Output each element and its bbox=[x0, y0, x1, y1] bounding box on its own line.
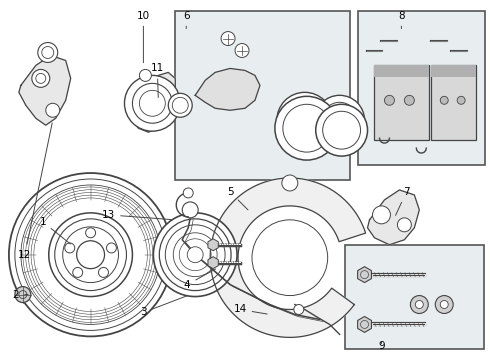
Circle shape bbox=[287, 102, 323, 138]
Polygon shape bbox=[208, 239, 219, 251]
Circle shape bbox=[46, 103, 60, 117]
Circle shape bbox=[98, 267, 108, 278]
Circle shape bbox=[73, 267, 83, 278]
Bar bbox=[358, 11, 485, 165]
Circle shape bbox=[173, 233, 217, 276]
Circle shape bbox=[38, 42, 58, 62]
Polygon shape bbox=[208, 257, 219, 269]
Circle shape bbox=[124, 75, 180, 131]
Text: 13: 13 bbox=[102, 210, 172, 220]
Circle shape bbox=[404, 95, 415, 105]
Polygon shape bbox=[19, 55, 71, 125]
Circle shape bbox=[63, 227, 119, 283]
Text: 3: 3 bbox=[140, 296, 188, 318]
Polygon shape bbox=[128, 72, 175, 132]
Circle shape bbox=[277, 92, 333, 148]
Circle shape bbox=[416, 301, 423, 309]
Circle shape bbox=[65, 243, 75, 253]
Text: 1: 1 bbox=[40, 217, 71, 244]
Text: 10: 10 bbox=[137, 11, 150, 63]
Polygon shape bbox=[358, 316, 371, 332]
Text: 2: 2 bbox=[13, 289, 28, 300]
Polygon shape bbox=[358, 267, 371, 283]
Circle shape bbox=[15, 287, 31, 302]
Circle shape bbox=[326, 106, 354, 134]
Text: 6: 6 bbox=[183, 11, 190, 28]
Bar bbox=[175, 11, 349, 180]
Text: 9: 9 bbox=[378, 341, 385, 351]
Circle shape bbox=[86, 228, 96, 238]
Circle shape bbox=[221, 32, 235, 45]
Circle shape bbox=[440, 96, 448, 104]
Text: 4: 4 bbox=[184, 269, 216, 289]
Circle shape bbox=[165, 225, 225, 285]
Circle shape bbox=[15, 179, 166, 330]
Bar bbox=[374, 66, 429, 140]
Circle shape bbox=[76, 241, 104, 269]
Circle shape bbox=[49, 213, 132, 297]
Polygon shape bbox=[210, 178, 366, 337]
Circle shape bbox=[55, 219, 126, 291]
Circle shape bbox=[385, 95, 394, 105]
Circle shape bbox=[21, 185, 160, 324]
Circle shape bbox=[168, 93, 192, 117]
Circle shape bbox=[315, 95, 365, 145]
Circle shape bbox=[187, 247, 203, 263]
Circle shape bbox=[316, 104, 368, 156]
Text: 14: 14 bbox=[233, 305, 267, 315]
Circle shape bbox=[410, 296, 428, 314]
Circle shape bbox=[140, 69, 151, 81]
Bar bbox=[431, 66, 476, 77]
Text: 7: 7 bbox=[395, 187, 410, 215]
Circle shape bbox=[9, 173, 172, 336]
Circle shape bbox=[182, 202, 198, 218]
Circle shape bbox=[294, 305, 304, 315]
Circle shape bbox=[179, 239, 211, 271]
Circle shape bbox=[440, 301, 448, 309]
Text: 8: 8 bbox=[398, 11, 405, 28]
Circle shape bbox=[435, 296, 453, 314]
Circle shape bbox=[159, 219, 231, 291]
Circle shape bbox=[457, 96, 465, 104]
Polygon shape bbox=[195, 68, 260, 110]
Circle shape bbox=[397, 218, 412, 232]
Circle shape bbox=[183, 188, 193, 198]
Text: 5: 5 bbox=[227, 187, 248, 210]
Bar bbox=[431, 66, 476, 140]
Circle shape bbox=[32, 69, 50, 87]
Circle shape bbox=[372, 206, 391, 224]
Text: 12: 12 bbox=[18, 123, 52, 260]
Bar bbox=[344, 245, 484, 349]
Text: 11: 11 bbox=[151, 63, 164, 98]
Circle shape bbox=[275, 96, 339, 160]
Circle shape bbox=[235, 44, 249, 58]
Bar bbox=[374, 66, 429, 77]
Circle shape bbox=[106, 243, 117, 253]
Circle shape bbox=[282, 175, 298, 191]
Polygon shape bbox=[368, 190, 419, 245]
Circle shape bbox=[153, 213, 237, 297]
